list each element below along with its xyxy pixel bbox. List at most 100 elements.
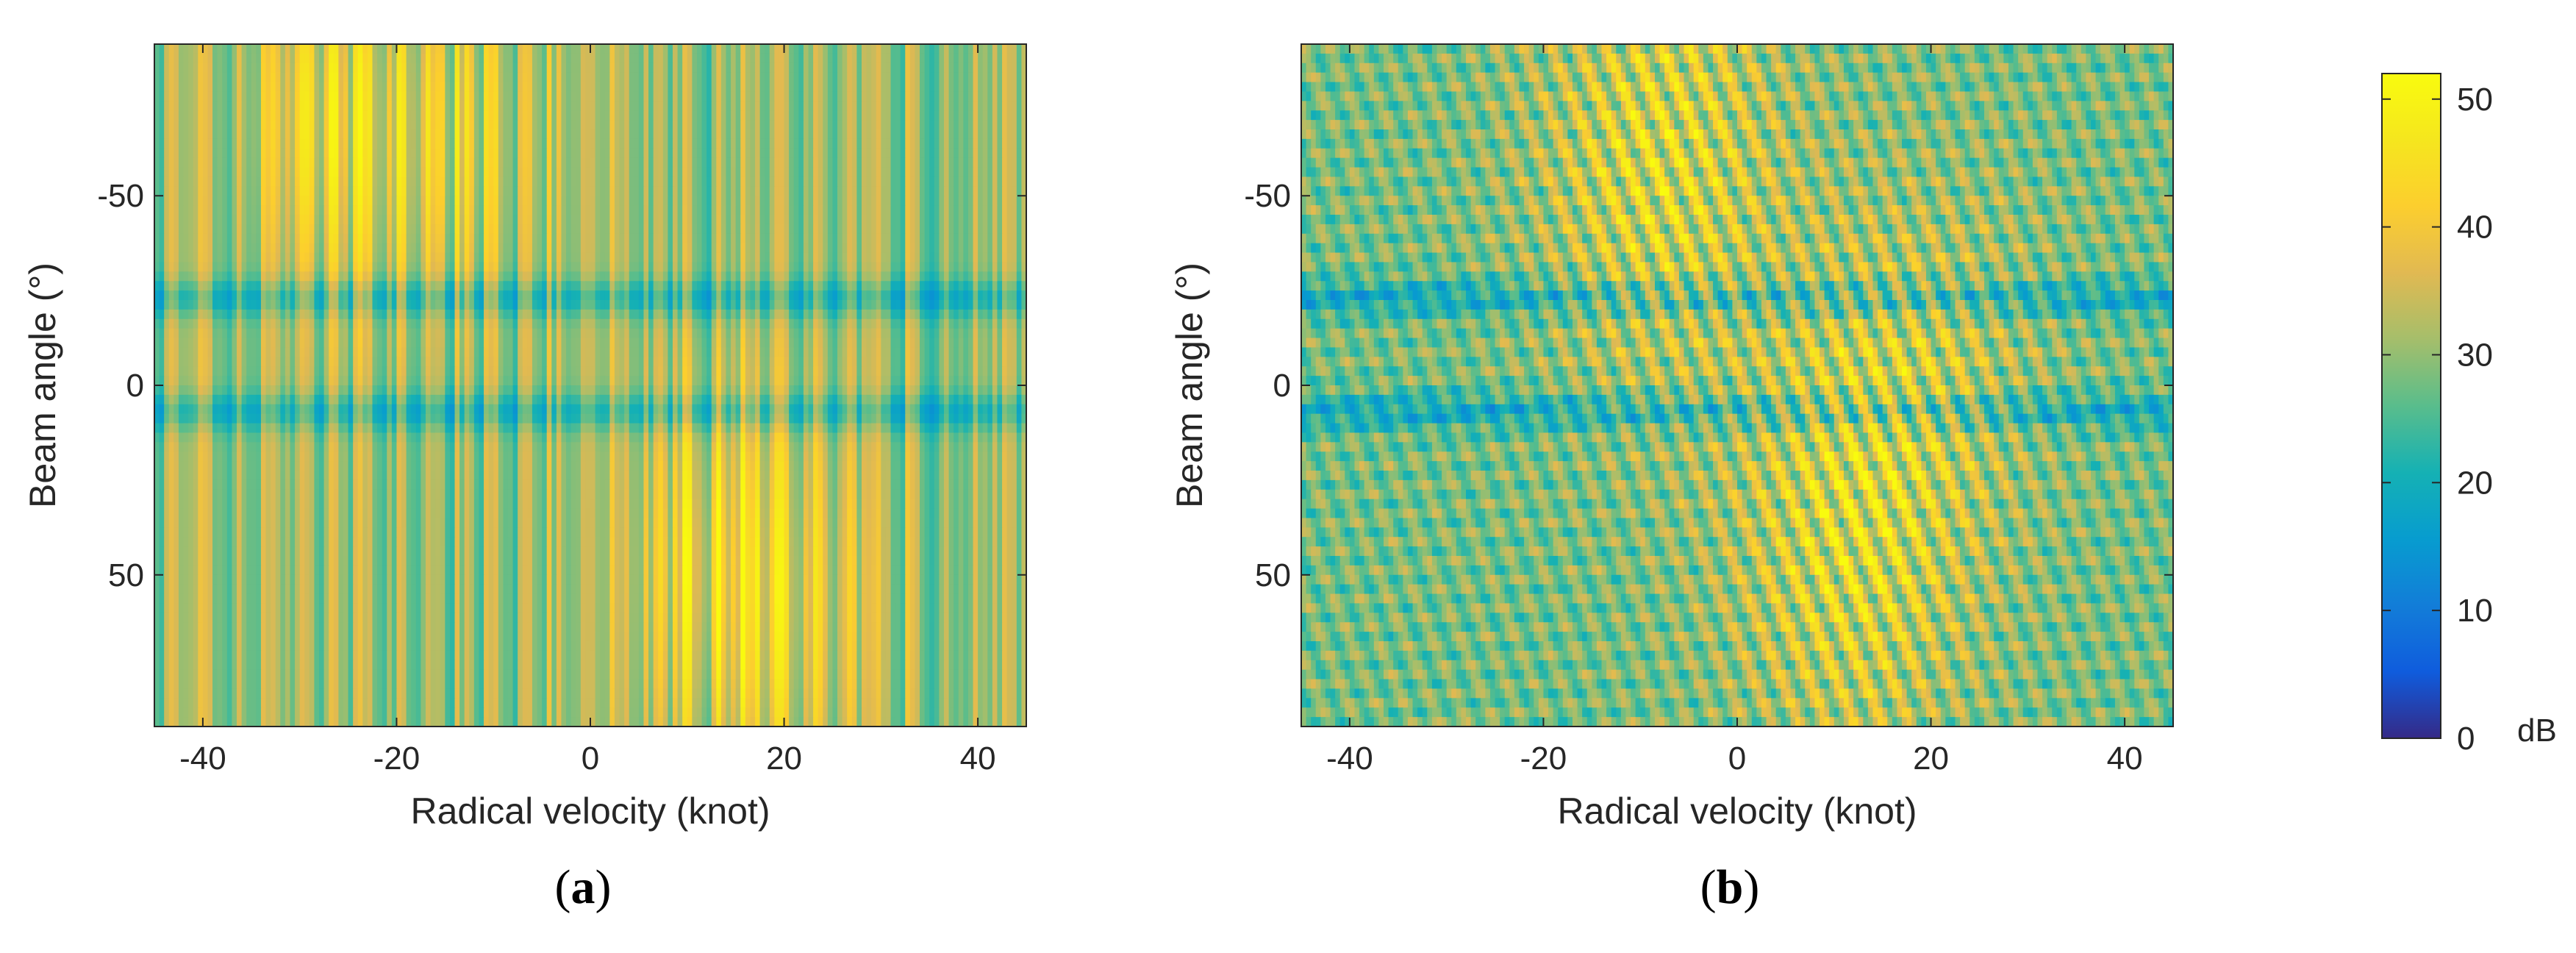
heatmap-cell [323, 176, 329, 187]
heatmap-cell [817, 110, 823, 121]
heatmap-cell [164, 215, 170, 225]
heatmap-cell [1002, 224, 1008, 235]
heatmap-cell [217, 233, 223, 244]
heatmap-cell [982, 167, 988, 178]
heatmap-cell [265, 101, 271, 111]
heatmap-cell [159, 120, 165, 130]
heatmap-cell [449, 252, 456, 263]
heatmap-cell [759, 120, 765, 130]
heatmap-cell [561, 243, 567, 254]
heatmap-cell [677, 233, 683, 244]
heatmap-cell [677, 148, 683, 159]
heatmap-cell [600, 91, 606, 101]
heatmap-cell [226, 138, 233, 149]
heatmap-cell [430, 224, 436, 235]
heatmap-cell [391, 224, 398, 235]
heatmap-cell [823, 196, 829, 206]
heatmap-cell [256, 215, 262, 225]
heatmap-cell [817, 262, 823, 272]
heatmap-cell [314, 252, 320, 263]
heatmap-cell [934, 148, 940, 159]
heatmap-cell [638, 224, 645, 235]
heatmap-cell [720, 271, 727, 282]
heatmap-cell [871, 281, 877, 291]
heatmap-cell [333, 262, 339, 272]
heatmap-cell [333, 224, 339, 235]
heatmap-cell [479, 120, 484, 130]
heatmap-cell [929, 101, 935, 111]
heatmap-cell [546, 72, 552, 83]
heatmap-cell [507, 196, 514, 206]
heatmap-cell [696, 138, 703, 149]
heatmap-cell [343, 243, 349, 254]
heatmap-cell [473, 196, 480, 206]
heatmap-cell [939, 205, 945, 215]
heatmap-cell [706, 129, 712, 140]
heatmap-cell [890, 271, 896, 282]
heatmap-cell [900, 176, 906, 187]
heatmap-cell [934, 167, 940, 178]
heatmap-cell [207, 53, 213, 64]
heatmap-cell [779, 281, 785, 291]
heatmap-cell [658, 157, 664, 168]
heatmap-cell [260, 138, 267, 149]
heatmap-cell [183, 176, 189, 187]
heatmap-cell [280, 262, 286, 272]
heatmap-cell [401, 167, 407, 178]
heatmap-cell [842, 110, 848, 121]
heatmap-cell [648, 233, 654, 244]
heatmap-cell [406, 196, 412, 206]
heatmap-cell [997, 148, 1003, 159]
heatmap-cell [561, 196, 567, 206]
heatmap-cell [522, 300, 528, 310]
heatmap-cell [668, 72, 673, 83]
heatmap-cell [920, 157, 926, 168]
heatmap-cell [866, 252, 872, 263]
heatmap-cell [759, 243, 765, 254]
heatmap-cell [881, 290, 887, 301]
heatmap-cell [357, 82, 363, 93]
heatmap-cell [377, 205, 383, 215]
heatmap-cell [701, 233, 707, 244]
heatmap-cell [832, 233, 838, 244]
heatmap-cell [585, 205, 591, 215]
heatmap-cell [595, 167, 601, 178]
heatmap-cell [425, 271, 432, 282]
heatmap-cell [246, 157, 252, 168]
heatmap-cell [193, 138, 198, 149]
heatmap-cell [662, 224, 669, 235]
heatmap-cell [954, 120, 959, 130]
heatmap-cell [634, 148, 640, 159]
heatmap-cell [769, 63, 775, 74]
heatmap-cell [963, 281, 969, 291]
heatmap-cell [551, 129, 557, 140]
heatmap-cell [948, 82, 954, 93]
heatmap-cell [943, 281, 950, 291]
heatmap-cell [387, 129, 393, 140]
heatmap-cell [518, 82, 523, 93]
heatmap-cell [696, 300, 703, 310]
heatmap-cell [319, 290, 325, 301]
heatmap-cell [566, 44, 572, 54]
heatmap-cell [609, 44, 615, 54]
heatmap-cell [580, 290, 587, 301]
heatmap-cell [643, 53, 649, 64]
heatmap-cell [580, 215, 587, 225]
heatmap-cell [217, 243, 223, 254]
heatmap-cell [900, 148, 906, 159]
heatmap-cell [445, 167, 451, 178]
heatmap-cell [677, 290, 683, 301]
heatmap-cell [372, 252, 378, 263]
heatmap-cell [881, 233, 887, 244]
heatmap-cell [193, 44, 198, 54]
heatmap-cell [507, 110, 514, 121]
heatmap-cell [643, 167, 649, 178]
heatmap-cell [1012, 148, 1017, 159]
heatmap-cell [503, 224, 509, 235]
heatmap-cell [706, 63, 712, 74]
heatmap-cell [643, 176, 649, 187]
heatmap-cell [943, 82, 950, 93]
heatmap-cell [866, 53, 872, 64]
heatmap-cell [183, 205, 189, 215]
heatmap-cell [585, 101, 591, 111]
